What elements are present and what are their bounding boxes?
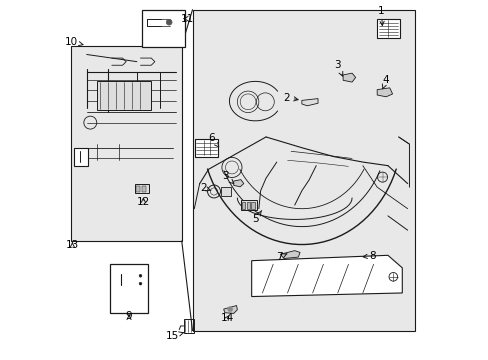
Polygon shape: [251, 255, 402, 297]
Bar: [192, 10, 414, 330]
Text: 10: 10: [65, 37, 83, 47]
Text: 13: 13: [65, 239, 79, 249]
Bar: [241, 200, 257, 211]
Text: 4: 4: [382, 75, 388, 89]
Bar: [135, 184, 148, 193]
Text: 1: 1: [377, 6, 384, 26]
Polygon shape: [223, 306, 237, 314]
Text: 3: 3: [222, 171, 233, 184]
Bar: [74, 148, 88, 166]
Polygon shape: [301, 99, 317, 106]
Bar: [246, 202, 249, 209]
Polygon shape: [376, 88, 392, 97]
Text: 9: 9: [125, 311, 132, 321]
Bar: [195, 139, 218, 157]
Text: 2: 2: [283, 93, 298, 103]
Text: 6: 6: [208, 133, 218, 147]
Circle shape: [166, 19, 172, 25]
Text: 8: 8: [363, 251, 375, 261]
Text: 2: 2: [200, 183, 210, 193]
Bar: [70, 45, 182, 241]
Text: 7: 7: [276, 252, 286, 262]
Bar: [110, 264, 147, 313]
Polygon shape: [280, 251, 300, 258]
Bar: [136, 186, 140, 192]
Polygon shape: [343, 73, 355, 82]
Polygon shape: [233, 180, 244, 187]
Bar: [183, 319, 193, 333]
Bar: [97, 81, 151, 110]
Text: 14: 14: [220, 313, 233, 323]
Bar: [142, 10, 185, 47]
Bar: [142, 186, 145, 192]
Circle shape: [139, 282, 142, 285]
Bar: [221, 187, 231, 196]
Bar: [251, 202, 254, 209]
Circle shape: [227, 307, 232, 312]
Text: 11: 11: [180, 14, 193, 24]
Text: 12: 12: [137, 197, 150, 207]
Text: 15: 15: [165, 331, 183, 341]
Bar: [376, 19, 400, 39]
Circle shape: [139, 274, 142, 277]
Text: 3: 3: [334, 60, 342, 76]
Text: 5: 5: [251, 211, 261, 224]
Bar: [242, 202, 244, 209]
